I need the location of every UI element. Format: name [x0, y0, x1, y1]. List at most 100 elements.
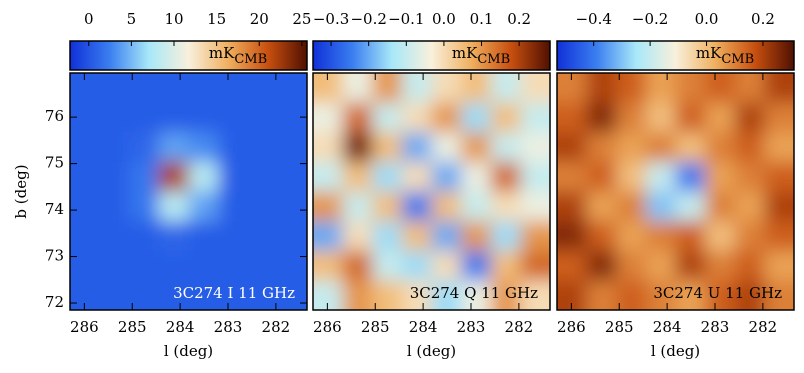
map-cell: [520, 102, 550, 133]
colorbar-tick-label: 0: [84, 10, 94, 28]
map-cell: [645, 161, 676, 192]
map-cell: [461, 280, 492, 310]
map-cell: [277, 280, 307, 310]
map-cell: [129, 73, 160, 104]
map-cell: [372, 73, 403, 104]
map-cell: [99, 191, 130, 222]
map-cell: [129, 102, 160, 133]
map-cell: [764, 250, 794, 281]
map-cell: [734, 221, 765, 252]
map-cell: [99, 250, 130, 281]
map-cell: [520, 191, 550, 222]
map-cell: [734, 132, 765, 163]
map-cell: [616, 132, 647, 163]
map-cell: [616, 221, 647, 252]
map-cell: [277, 132, 307, 163]
map-cell: [129, 191, 160, 222]
y-tick-label: 76: [45, 107, 64, 125]
map-cell: [129, 221, 160, 252]
map-cell: [277, 191, 307, 222]
map-cell: [342, 161, 373, 192]
map-cell: [705, 221, 736, 252]
x-tick-label: 286: [313, 318, 342, 336]
map-cell: [401, 132, 432, 163]
map-cell: [490, 132, 521, 163]
map-cell: [247, 161, 278, 192]
map-cell: [401, 280, 432, 310]
colorbar-tick-label: −0.2: [350, 10, 386, 28]
x-axis-label: l (deg): [651, 342, 700, 360]
map-cell: [431, 221, 462, 252]
map-cell: [129, 132, 160, 163]
map-cell: [158, 221, 189, 252]
map-cell: [705, 250, 736, 281]
map-cell: [490, 250, 521, 281]
x-tick-label: 284: [653, 318, 682, 336]
x-tick-label: 285: [361, 318, 390, 336]
map-cell: [586, 250, 617, 281]
map-cell: [675, 161, 706, 192]
map-cell: [372, 191, 403, 222]
map-cell: [557, 250, 588, 281]
unit-main: mK: [452, 44, 478, 62]
map-cell: [313, 102, 344, 133]
map-cell: [247, 132, 278, 163]
map-cell: [645, 191, 676, 222]
map-cell: [372, 250, 403, 281]
map-cell: [70, 161, 101, 192]
colorbar-tick-label: 0.1: [470, 10, 494, 28]
map-cell: [490, 191, 521, 222]
y-tick-label: 73: [45, 247, 64, 265]
map-cell: [675, 132, 706, 163]
map-cell: [431, 102, 462, 133]
map-cell: [247, 102, 278, 133]
map-cell: [372, 102, 403, 133]
map-cell: [277, 221, 307, 252]
map-cell: [70, 132, 101, 163]
map-cell: [342, 102, 373, 133]
map-cell: [158, 191, 189, 222]
map-cell: [586, 191, 617, 222]
map-cell: [247, 280, 278, 310]
map-cell: [586, 221, 617, 252]
unit-sub: CMB: [234, 52, 267, 67]
map-cell: [675, 221, 706, 252]
map-cell: [734, 102, 765, 133]
x-tick-label: 282: [262, 318, 291, 336]
map-cell: [342, 132, 373, 163]
colorbar-tick-label: 15: [207, 10, 226, 28]
map-cell: [490, 280, 521, 310]
x-axis-label: l (deg): [407, 342, 456, 360]
map-cell: [645, 132, 676, 163]
map-cell: [158, 280, 189, 310]
map-cell: [764, 161, 794, 192]
map-cell: [557, 280, 588, 310]
map-cell: [158, 102, 189, 133]
map-cell: [586, 161, 617, 192]
map-cell: [188, 221, 219, 252]
map-cell: [99, 102, 130, 133]
map-cell: [586, 132, 617, 163]
map-cell: [188, 191, 219, 222]
map-cell: [705, 73, 736, 104]
colorbar-tick-label: 25: [292, 10, 311, 28]
map-cell: [461, 132, 492, 163]
colorbar-unit: mKCMB: [209, 44, 267, 67]
map-cell: [431, 250, 462, 281]
map-cell: [188, 132, 219, 163]
map-cell: [520, 132, 550, 163]
map-cell: [70, 250, 101, 281]
map-cell: [645, 221, 676, 252]
map-cell: [431, 191, 462, 222]
x-tick-label: 283: [214, 318, 243, 336]
map-cell: [313, 221, 344, 252]
map-cell: [277, 161, 307, 192]
map-cell: [705, 191, 736, 222]
colorbar-tick-label: 5: [127, 10, 137, 28]
map-cell: [342, 280, 373, 310]
map-cell: [342, 73, 373, 104]
map: [313, 73, 550, 310]
map-cell: [557, 132, 588, 163]
map-cell: [616, 161, 647, 192]
map-cell: [129, 280, 160, 310]
